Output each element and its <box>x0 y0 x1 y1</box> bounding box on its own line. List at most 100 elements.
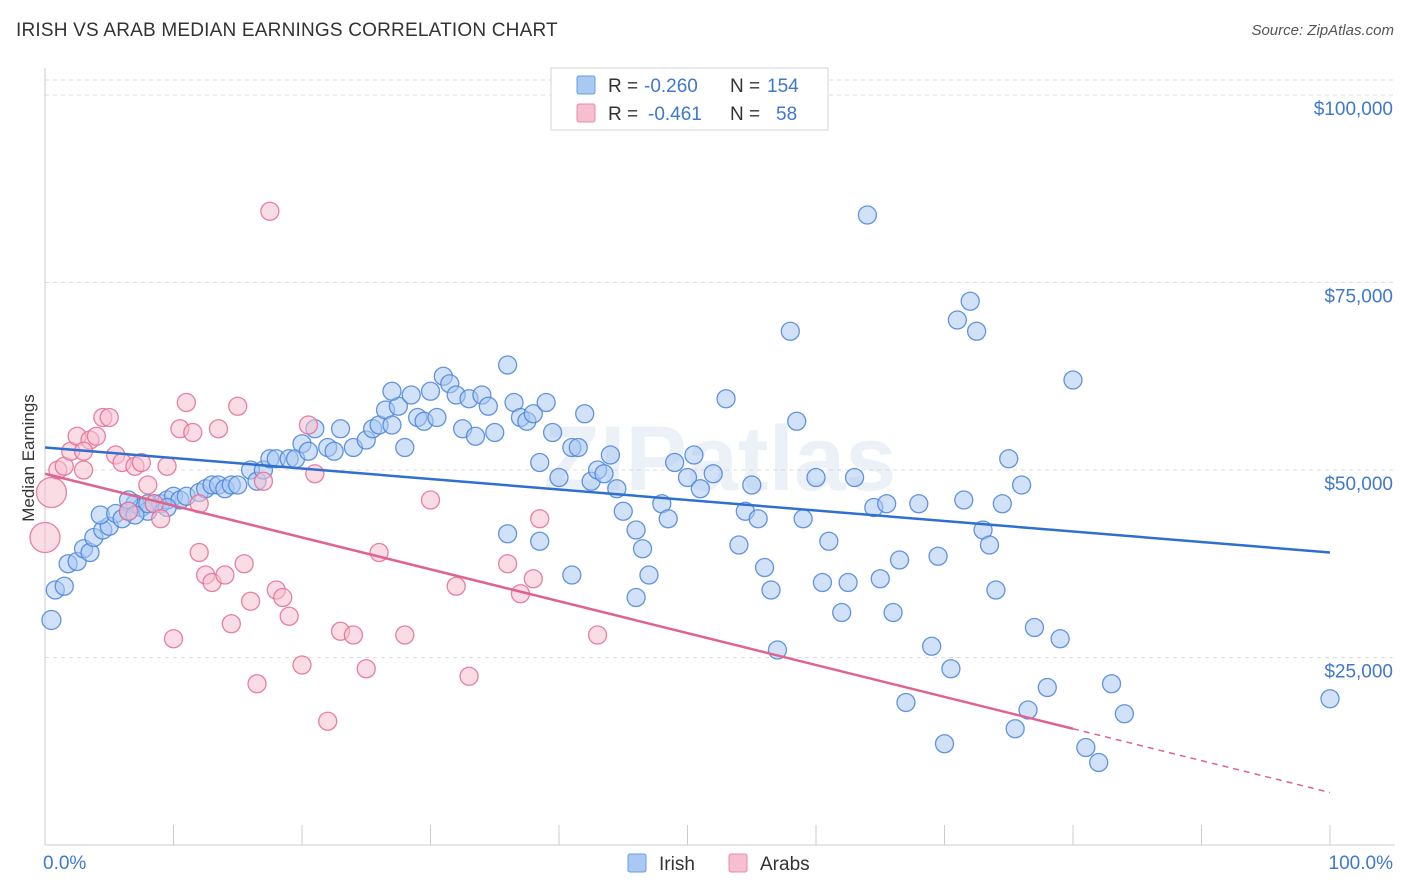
legend-n-value-irish: 154 <box>767 76 799 97</box>
data-point <box>639 565 659 585</box>
data-point <box>742 475 762 495</box>
data-point <box>844 467 865 488</box>
data-point <box>999 449 1019 469</box>
data-point <box>909 494 929 514</box>
data-point <box>960 291 980 311</box>
data-point <box>523 569 543 589</box>
data-point <box>54 576 74 596</box>
data-point <box>594 464 614 484</box>
data-point <box>922 636 942 656</box>
trend-line-arabs <box>44 472 1074 730</box>
trend-lines <box>44 446 1331 794</box>
series-arabs <box>29 201 608 731</box>
data-point <box>1101 674 1122 694</box>
data-point <box>761 580 781 600</box>
series-legend: Irish Arabs <box>627 853 810 875</box>
data-point <box>992 494 1012 514</box>
data-point <box>401 385 421 405</box>
data-point <box>787 411 807 431</box>
data-point <box>877 494 897 514</box>
data-point <box>497 524 518 544</box>
data-point <box>298 415 319 435</box>
data-point <box>478 396 498 416</box>
data-point <box>896 692 916 713</box>
data-point <box>754 557 775 578</box>
data-point <box>1011 475 1032 495</box>
trend-line-irish <box>44 446 1331 554</box>
legend-n-label-arabs: N = <box>730 104 760 125</box>
legend-r-value-irish: -0.260 <box>644 76 698 97</box>
data-point <box>420 381 441 401</box>
data-point <box>716 389 736 409</box>
data-point <box>29 521 61 554</box>
data-point <box>1114 704 1135 724</box>
data-point <box>465 426 486 446</box>
data-point <box>658 509 678 529</box>
y-axis-label: Median Earnings <box>19 394 38 522</box>
data-point <box>459 666 479 686</box>
data-point <box>1050 629 1070 649</box>
data-point <box>780 321 800 341</box>
source-credit: Source: ZipAtlas.com <box>1251 22 1394 39</box>
data-point <box>665 452 685 473</box>
data-point <box>941 659 961 679</box>
correlation-legend: R = -0.260 N = 154 R = -0.461 N = 58 <box>550 67 829 131</box>
y-tick-label: $75,000 <box>1324 287 1393 308</box>
data-point <box>356 659 376 679</box>
data-point <box>1037 677 1057 698</box>
data-point <box>549 467 569 488</box>
data-point <box>562 565 582 585</box>
data-point <box>446 576 466 596</box>
x-tick-labels: 0.0% 100.0% <box>43 853 1393 874</box>
legend-n-label-irish: N = <box>730 76 760 97</box>
data-point <box>947 310 967 330</box>
data-point <box>819 531 839 551</box>
data-point <box>273 587 293 608</box>
data-point <box>530 452 550 473</box>
data-point <box>568 437 588 458</box>
data-point <box>600 445 621 465</box>
data-point <box>729 535 749 555</box>
data-point <box>1005 719 1025 739</box>
data-point <box>176 392 197 413</box>
y-tick-labels: $25,000 $50,000 $75,000 $100,000 <box>1314 99 1393 683</box>
y-tick-label: $100,000 <box>1314 99 1393 120</box>
trend-line-arabs-extension <box>1072 728 1331 794</box>
data-point <box>1063 370 1083 390</box>
legend-r-label-arabs: R = <box>608 104 638 125</box>
data-point <box>870 569 890 589</box>
data-point <box>575 404 595 424</box>
data-point <box>150 509 171 529</box>
data-point <box>986 580 1006 600</box>
data-point <box>889 550 910 570</box>
data-point <box>427 407 447 428</box>
axes <box>44 68 1395 846</box>
data-point <box>806 467 826 488</box>
data-point <box>228 396 248 416</box>
data-point <box>118 501 139 521</box>
data-point <box>632 539 653 559</box>
data-point <box>684 445 704 465</box>
data-point <box>934 734 955 754</box>
data-point <box>305 464 325 484</box>
y-tick-label: $25,000 <box>1324 662 1393 683</box>
data-point <box>73 460 94 480</box>
data-point <box>324 441 344 461</box>
data-point <box>253 471 274 491</box>
x-tick-label-start: 0.0% <box>43 853 86 874</box>
data-point <box>812 572 833 593</box>
data-point <box>86 426 107 446</box>
legend-n-value-arabs: 58 <box>776 104 797 125</box>
bottom-legend-label-arabs: Arabs <box>760 854 810 875</box>
data-point <box>228 475 248 495</box>
data-point <box>838 572 858 593</box>
data-point <box>954 490 974 510</box>
data-point <box>966 321 987 341</box>
legend-swatch-arabs <box>576 103 596 123</box>
data-point <box>542 422 563 443</box>
data-point <box>131 452 152 473</box>
data-point <box>318 711 338 731</box>
data-point <box>979 535 1000 555</box>
data-point <box>163 629 184 649</box>
